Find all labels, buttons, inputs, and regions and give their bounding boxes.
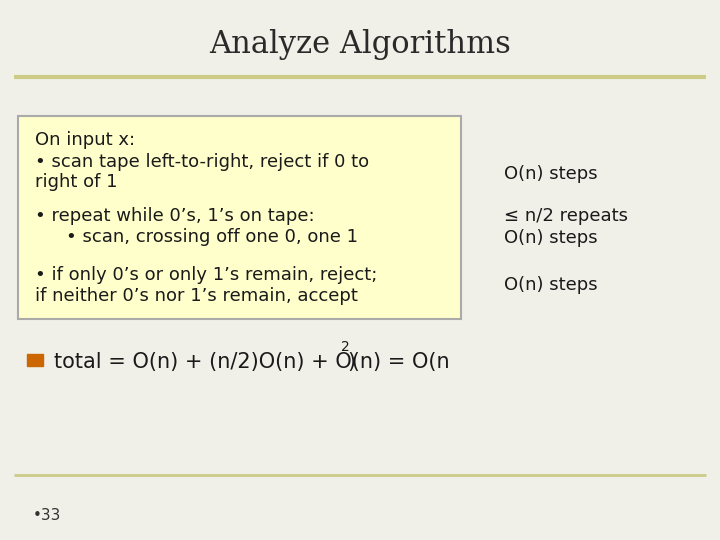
Text: O(n) steps: O(n) steps: [504, 276, 598, 294]
Text: if neither 0’s nor 1’s remain, accept: if neither 0’s nor 1’s remain, accept: [35, 287, 357, 305]
Text: ≤ n/2 repeats: ≤ n/2 repeats: [504, 207, 628, 225]
Text: 2: 2: [341, 340, 349, 354]
Text: • if only 0’s or only 1’s remain, reject;: • if only 0’s or only 1’s remain, reject…: [35, 266, 377, 285]
FancyBboxPatch shape: [18, 116, 461, 319]
Text: ): ): [348, 352, 356, 372]
Text: On input x:: On input x:: [35, 131, 135, 150]
Text: O(n) steps: O(n) steps: [504, 165, 598, 183]
Text: • scan, crossing off one 0, one 1: • scan, crossing off one 0, one 1: [43, 227, 359, 246]
Bar: [27, 354, 43, 366]
Text: O(n) steps: O(n) steps: [504, 228, 598, 247]
Text: •33: •33: [32, 508, 60, 523]
Text: • scan tape left-to-right, reject if 0 to: • scan tape left-to-right, reject if 0 t…: [35, 153, 369, 171]
Text: right of 1: right of 1: [35, 173, 117, 191]
Text: • repeat while 0’s, 1’s on tape:: • repeat while 0’s, 1’s on tape:: [35, 207, 314, 225]
Text: Analyze Algorithms: Analyze Algorithms: [209, 29, 511, 60]
Text: total = O(n) + (n/2)O(n) + O(n) = O(n: total = O(n) + (n/2)O(n) + O(n) = O(n: [54, 352, 449, 372]
